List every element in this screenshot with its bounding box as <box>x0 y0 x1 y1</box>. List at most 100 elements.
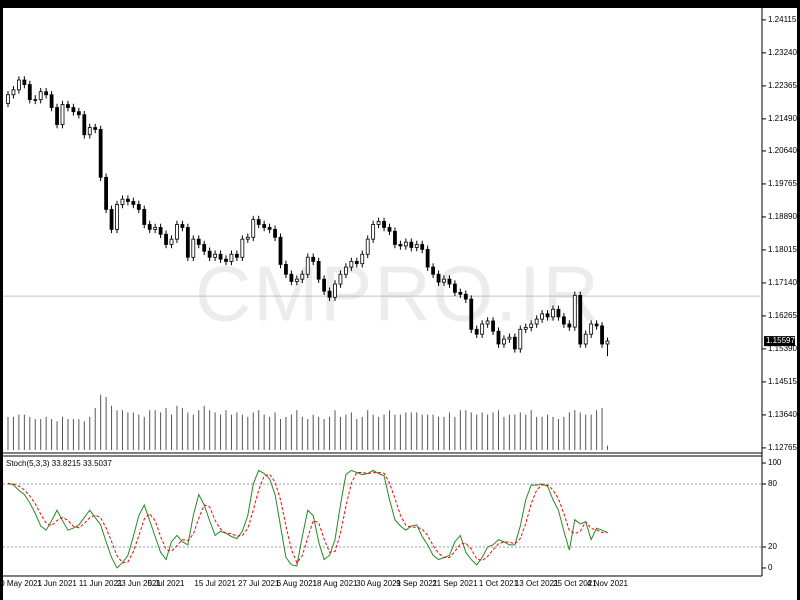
candle-body <box>131 201 136 205</box>
candle-body <box>354 261 359 265</box>
candle-body <box>551 308 555 318</box>
y-tick-label: 1.20640 <box>768 146 797 155</box>
candle-body <box>273 228 277 238</box>
candle-body <box>305 256 310 275</box>
x-tick-label: 1 Jun 2021 <box>37 579 77 588</box>
candle-body <box>82 114 87 136</box>
candle-body <box>452 283 457 293</box>
candle-body <box>213 253 218 258</box>
candle-body <box>562 316 566 325</box>
candle-body <box>572 294 577 328</box>
x-tick-label: 6 Aug 2021 <box>277 579 318 588</box>
candle-body <box>93 127 98 130</box>
candle-body <box>120 198 125 205</box>
x-tick-label: 20 May 2021 <box>0 579 43 588</box>
candle-body <box>142 208 147 225</box>
y-tick-label: 100 <box>768 458 782 467</box>
y-tick-label: 1.16265 <box>768 311 797 320</box>
candle-body <box>485 320 490 325</box>
y-tick-label: 1.21490 <box>768 114 797 123</box>
candle-body <box>87 127 92 136</box>
candle-body <box>267 227 272 230</box>
candle-body <box>469 298 474 330</box>
x-tick-label: 4 Nov 2021 <box>587 579 628 588</box>
candle-body <box>175 224 179 240</box>
candle-body <box>578 294 583 345</box>
candle-body <box>594 323 599 327</box>
candle-body <box>180 224 185 228</box>
x-tick-label: 18 Aug 2021 <box>313 579 358 588</box>
candle-body <box>11 89 16 96</box>
candle-body <box>278 236 283 265</box>
y-tick-label: 1.18015 <box>768 245 797 254</box>
candle-body <box>502 338 506 345</box>
y-tick-label: 1.19765 <box>768 179 797 188</box>
y-tick-label: 20 <box>768 542 777 551</box>
candle-body <box>540 313 544 320</box>
candle-body <box>229 253 234 262</box>
candle-body <box>234 253 239 258</box>
y-tick-label: 1.24115 <box>768 15 797 24</box>
candle-body <box>343 266 348 275</box>
candle-body <box>567 323 572 328</box>
x-tick-label: 9 Sep 2021 <box>396 579 437 588</box>
indicator-line <box>7 469 608 569</box>
candle-body <box>202 244 207 252</box>
candle-body <box>545 313 550 318</box>
x-tick-label: 25 Oct 2021 <box>553 579 597 588</box>
candle-body <box>126 198 130 202</box>
candle-body <box>71 107 76 113</box>
candle-body <box>371 224 376 240</box>
candle-body <box>169 238 174 245</box>
candle-body <box>289 273 294 282</box>
candle-body <box>605 340 610 345</box>
candle-body <box>333 283 337 298</box>
y-tick-label: 1.18890 <box>768 212 797 221</box>
candle-body <box>300 273 305 280</box>
x-tick-label: 11 Jun 2021 <box>79 579 123 588</box>
candle-body <box>240 238 245 258</box>
candle-body <box>185 227 190 258</box>
candle-body <box>196 238 201 245</box>
candle-body <box>523 327 528 330</box>
candle-body <box>409 241 414 248</box>
candle-body <box>338 273 343 285</box>
candle-body <box>442 278 446 283</box>
candle-body <box>251 219 256 238</box>
y-tick-label: 1.13640 <box>768 410 797 419</box>
candle-body <box>284 264 288 275</box>
candle-body <box>589 323 594 335</box>
candle-body <box>76 111 81 116</box>
candle-body <box>529 323 534 328</box>
candle-body <box>158 227 163 235</box>
candle-body <box>22 79 27 85</box>
x-tick-label: 30 Aug 2021 <box>356 579 401 588</box>
candle-body <box>55 107 59 125</box>
candle-body <box>496 330 501 345</box>
candle-body <box>104 176 108 210</box>
candle-body <box>436 273 441 283</box>
candle-body <box>420 244 425 250</box>
candle-body <box>33 99 38 101</box>
candle-body <box>164 233 168 245</box>
candle-body <box>507 336 512 340</box>
candle-body <box>66 104 70 108</box>
candle-body <box>245 236 250 240</box>
x-tick-label: 21 Sep 2021 <box>432 579 478 588</box>
candle-body <box>38 91 43 101</box>
x-tick-label: 27 Jul 2021 <box>238 579 280 588</box>
candle-body <box>403 241 408 247</box>
candle-body <box>583 333 588 345</box>
candle-body <box>44 91 49 96</box>
chart-background <box>3 8 797 600</box>
candle-body <box>425 248 430 268</box>
candle-body <box>6 94 10 104</box>
candle-body <box>382 221 386 228</box>
candle-body <box>109 208 114 230</box>
candle-body <box>136 204 141 210</box>
candle-body <box>256 219 261 225</box>
candle-body <box>480 323 485 335</box>
candle-body <box>327 290 332 298</box>
